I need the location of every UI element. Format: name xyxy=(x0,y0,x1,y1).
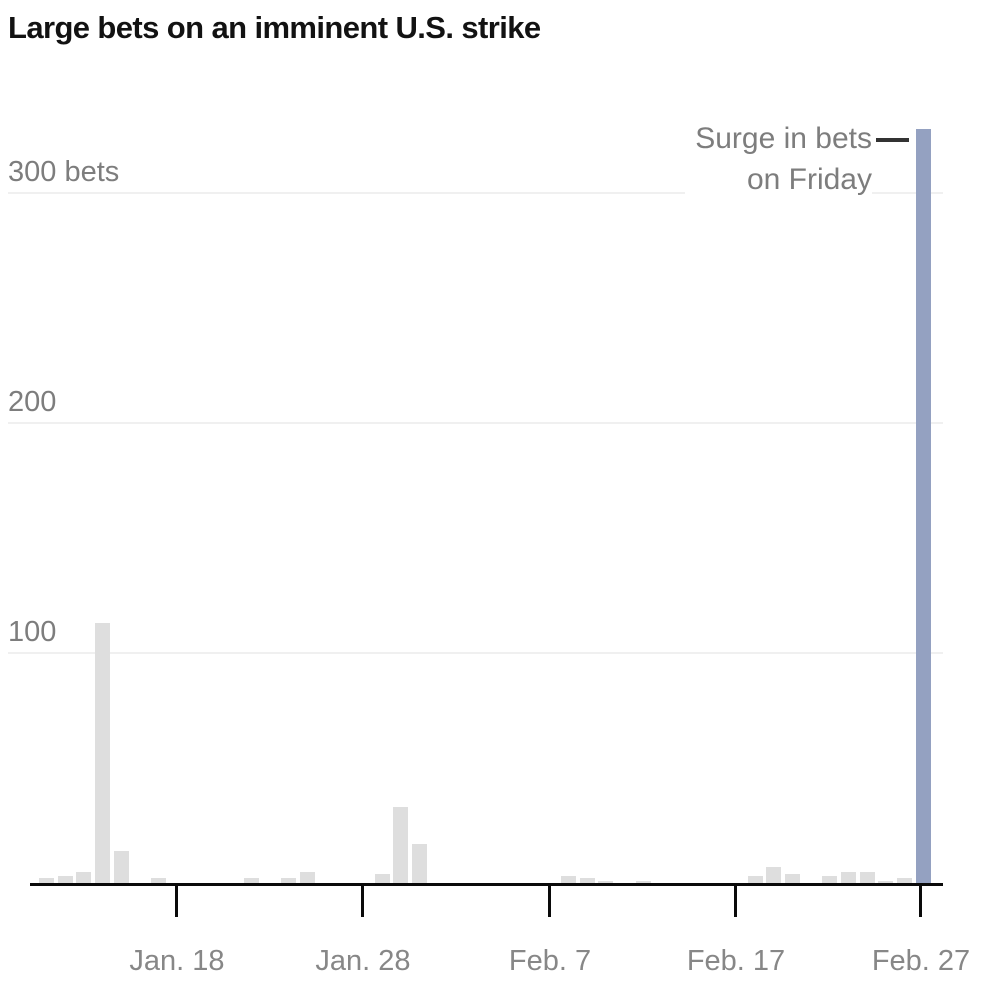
x-axis-tick-jan28 xyxy=(361,883,364,917)
bar-Jan. 22 xyxy=(244,878,260,883)
y-axis-label-200: 200 xyxy=(8,386,57,418)
x-axis-label-feb7: Feb. 7 xyxy=(508,945,592,977)
x-axis-label-feb17: Feb. 17 xyxy=(686,945,786,977)
bar-Jan. 31 xyxy=(411,843,427,883)
bar-Jan. 24 xyxy=(281,878,297,883)
highlight-bar-Feb. 27 xyxy=(915,128,931,883)
bar-Feb. 18 xyxy=(747,876,763,883)
bar-Jan. 17 xyxy=(150,878,166,883)
annotation-line-2: on Friday xyxy=(746,162,872,196)
x-axis-tick-feb17 xyxy=(734,883,737,917)
bar-Feb. 19 xyxy=(766,866,782,883)
annotation-text: Surge in bets on Friday xyxy=(685,119,872,203)
bar-Feb. 20 xyxy=(784,873,800,883)
bar-Jan. 14 xyxy=(94,623,110,883)
bar-Feb. 22 xyxy=(822,876,838,883)
y-axis-label-100: 100 xyxy=(8,616,57,648)
gridline-200 xyxy=(8,422,943,424)
bar-Feb. 25 xyxy=(878,880,894,883)
x-axis-label-jan28: Jan. 28 xyxy=(315,945,411,977)
x-axis-tick-feb7 xyxy=(548,883,551,917)
bar-Jan. 30 xyxy=(393,807,409,883)
bar-Feb. 24 xyxy=(859,871,875,883)
chart-title: Large bets on an imminent U.S. strike xyxy=(8,10,541,45)
y-axis-label-300: 300 bets xyxy=(8,156,120,188)
bar-Feb. 23 xyxy=(840,871,856,883)
x-axis-label-jan18: Jan. 18 xyxy=(129,945,225,977)
bar-Jan. 29 xyxy=(374,873,390,883)
bar-Feb. 8 xyxy=(561,876,577,883)
annotation-line-1: Surge in bets xyxy=(695,122,872,155)
x-axis-tick-feb27 xyxy=(919,883,922,917)
bar-Jan. 12 xyxy=(57,876,73,883)
bar-Jan. 13 xyxy=(76,871,92,883)
bar-Feb. 26 xyxy=(896,878,912,883)
gridline-100 xyxy=(8,652,943,654)
x-axis-tick-jan18 xyxy=(175,883,178,917)
x-axis-line xyxy=(30,883,943,886)
gridline-300 xyxy=(8,192,943,194)
annotation-connector-line xyxy=(876,138,909,142)
bar-Feb. 10 xyxy=(598,880,614,883)
bar-Feb. 12 xyxy=(635,880,651,883)
bar-Feb. 9 xyxy=(579,878,595,883)
bar-Jan. 25 xyxy=(300,871,316,883)
x-axis-label-feb27: Feb. 27 xyxy=(871,945,971,977)
bar-Jan. 11 xyxy=(38,878,54,883)
bar-Jan. 15 xyxy=(113,850,129,883)
